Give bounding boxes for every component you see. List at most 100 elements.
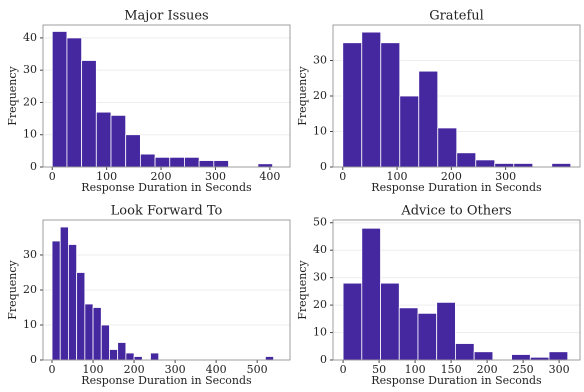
bar — [257, 163, 273, 168]
bar — [380, 282, 400, 361]
bar — [456, 152, 477, 168]
chart-title: Grateful — [429, 9, 484, 24]
x-tick-label: 0 — [49, 170, 56, 183]
x-axis-label: Response Duration in Seconds — [81, 374, 252, 387]
bar — [548, 351, 569, 361]
y-axis-label: Frequency — [296, 65, 309, 125]
bar — [51, 240, 61, 361]
bar — [437, 127, 458, 168]
y-axis-label: Frequency — [6, 65, 19, 125]
bar — [361, 227, 381, 361]
x-tick-label: 150 — [441, 363, 462, 376]
bar — [66, 37, 83, 168]
y-tick-label: 30 — [313, 271, 327, 284]
x-axis-label: Response Duration in Seconds — [371, 181, 542, 194]
bar — [117, 342, 127, 361]
bar — [110, 114, 127, 168]
bar — [380, 42, 401, 168]
y-tick-label: 10 — [313, 125, 327, 138]
bar — [184, 156, 200, 168]
y-axis-label: Frequency — [6, 259, 19, 319]
bar — [436, 301, 456, 361]
y-tick-label: 30 — [313, 54, 327, 67]
plot-frame — [42, 219, 291, 361]
x-tick-label: 500 — [247, 363, 268, 376]
x-tick-label: 400 — [206, 363, 227, 376]
bar — [133, 356, 143, 361]
y-tick-label: 0 — [30, 160, 37, 173]
x-tick-label: 100 — [83, 363, 104, 376]
bar — [84, 303, 94, 361]
bar — [125, 134, 141, 168]
x-axis-label: Response Duration in Seconds — [81, 181, 252, 194]
bar — [475, 159, 496, 168]
y-tick-label: 20 — [23, 283, 37, 296]
bar — [100, 324, 110, 361]
x-tick-label: 0 — [340, 363, 347, 376]
y-tick-label: 0 — [320, 353, 327, 366]
bar — [109, 349, 119, 361]
bar — [494, 163, 515, 168]
plot-frame — [332, 24, 581, 168]
x-tick-label: 100 — [96, 170, 117, 183]
bar — [95, 111, 112, 168]
y-tick-label: 0 — [320, 160, 327, 173]
bar — [150, 352, 160, 361]
bar — [81, 60, 97, 168]
chart-title: Major Issues — [124, 9, 208, 24]
bar — [169, 156, 185, 168]
y-tick-label: 30 — [23, 63, 37, 76]
bar — [361, 31, 382, 168]
bar — [513, 163, 534, 168]
y-tick-label: 0 — [30, 353, 37, 366]
y-tick-label: 10 — [313, 326, 327, 339]
bar — [68, 244, 78, 361]
bar — [139, 153, 156, 168]
bar — [551, 163, 572, 168]
bar — [198, 160, 215, 168]
plot-frame — [42, 24, 291, 168]
x-tick-label: 250 — [513, 363, 534, 376]
y-axis-label: Frequency — [296, 259, 309, 319]
x-tick-label: 300 — [495, 170, 516, 183]
y-tick-label: 10 — [23, 318, 37, 331]
bar — [125, 352, 135, 361]
bar — [59, 226, 69, 361]
x-tick-label: 300 — [165, 363, 186, 376]
bar — [399, 95, 420, 168]
y-tick-label: 40 — [23, 31, 37, 44]
x-tick-label: 100 — [387, 170, 408, 183]
x-tick-label: 200 — [151, 170, 172, 183]
bar — [264, 356, 274, 361]
bar — [418, 70, 439, 168]
bar — [529, 356, 550, 361]
y-tick-label: 20 — [313, 298, 327, 311]
y-tick-label: 20 — [23, 95, 37, 108]
bar — [51, 31, 68, 168]
x-tick-label: 200 — [441, 170, 462, 183]
bar — [417, 312, 438, 361]
y-tick-label: 40 — [313, 243, 327, 256]
x-axis-label: Response Duration in Seconds — [371, 374, 542, 387]
y-tick-label: 20 — [313, 89, 327, 102]
x-tick-label: 0 — [49, 363, 56, 376]
bar — [76, 272, 86, 361]
chart-title: Look Forward To — [111, 204, 223, 219]
x-tick-label: 0 — [339, 170, 346, 183]
bar — [154, 156, 171, 168]
bar — [398, 307, 419, 361]
x-tick-label: 100 — [405, 363, 426, 376]
bar — [455, 343, 475, 361]
x-tick-label: 300 — [549, 363, 570, 376]
bar — [342, 282, 363, 361]
x-tick-label: 200 — [477, 363, 498, 376]
x-tick-label: 50 — [372, 363, 386, 376]
x-tick-label: 200 — [124, 363, 145, 376]
bar — [342, 42, 363, 168]
bar — [213, 160, 229, 168]
y-tick-label: 50 — [313, 216, 327, 229]
y-tick-label: 30 — [23, 248, 37, 261]
y-tick-label: 10 — [23, 128, 37, 141]
bar — [92, 307, 102, 361]
